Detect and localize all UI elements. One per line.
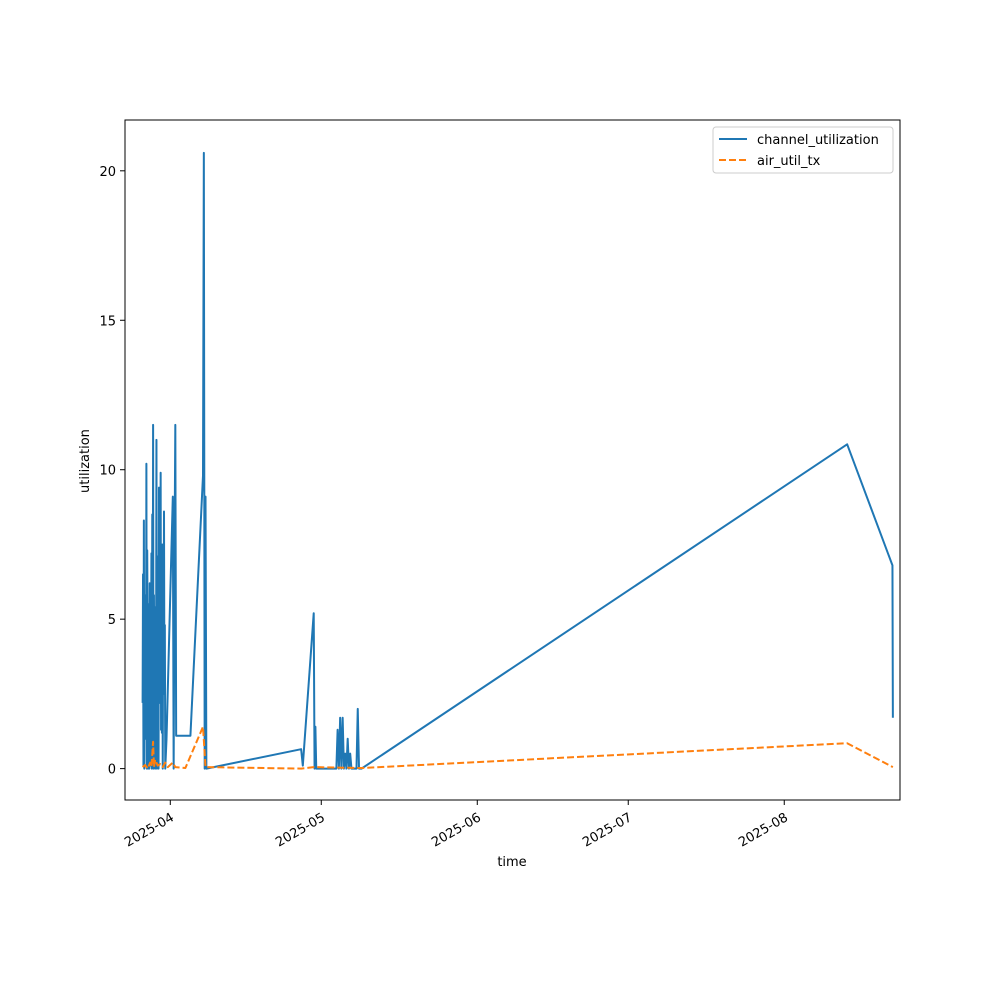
series-line-channel_utilization: [141, 151, 894, 770]
x-axis-label: time: [497, 855, 526, 870]
y-tick-label: 0: [108, 763, 116, 778]
legend-label-air_util_tx: air_util_tx: [757, 154, 821, 169]
y-tick-label: 20: [99, 165, 116, 180]
y-tick-label: 5: [108, 613, 116, 628]
plot-frame: [124, 119, 901, 801]
y-axis-label: utilization: [78, 429, 93, 493]
y-tick-label: 15: [99, 314, 116, 329]
y-tick-label: 10: [99, 464, 116, 479]
legend: channel_utilization air_util_tx: [712, 126, 894, 174]
series-layer: [141, 151, 894, 770]
y-axis: 0 5 10 15 20: [99, 165, 125, 778]
series-line-air_util_tx: [141, 725, 894, 770]
legend-box: [712, 126, 894, 174]
legend-label-channel_utilization: channel_utilization: [757, 133, 879, 148]
